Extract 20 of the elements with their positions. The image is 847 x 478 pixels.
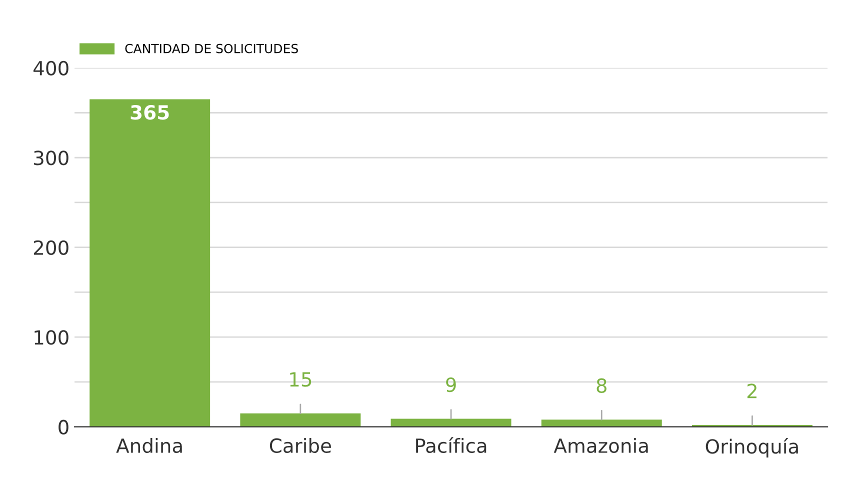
bar — [240, 413, 361, 427]
y-tick-label: 300 — [34, 150, 68, 166]
bar — [90, 99, 210, 427]
data-label: 365 — [130, 105, 169, 120]
x-tick-label: Caribe — [270, 438, 331, 454]
data-label: 8 — [596, 378, 606, 394]
legend-label: CANTIDAD DE SOLICITUDES — [125, 44, 298, 54]
x-tick-label: Orinoquía — [706, 438, 798, 458]
bar — [390, 418, 512, 427]
data-label: 2 — [747, 384, 756, 398]
y-tick-label: 400 — [34, 60, 68, 76]
y-tick-label: 0 — [58, 420, 68, 435]
x-tick-label: Amazonia — [554, 438, 648, 454]
data-label: 15 — [290, 372, 312, 387]
y-tick-label: 200 — [34, 240, 68, 256]
data-label: 9 — [446, 377, 456, 392]
bar — [541, 420, 662, 427]
x-tick-label: Andina — [116, 438, 182, 454]
y-tick-label: 100 — [34, 330, 68, 345]
x-tick-label: Pacífica — [416, 437, 486, 454]
